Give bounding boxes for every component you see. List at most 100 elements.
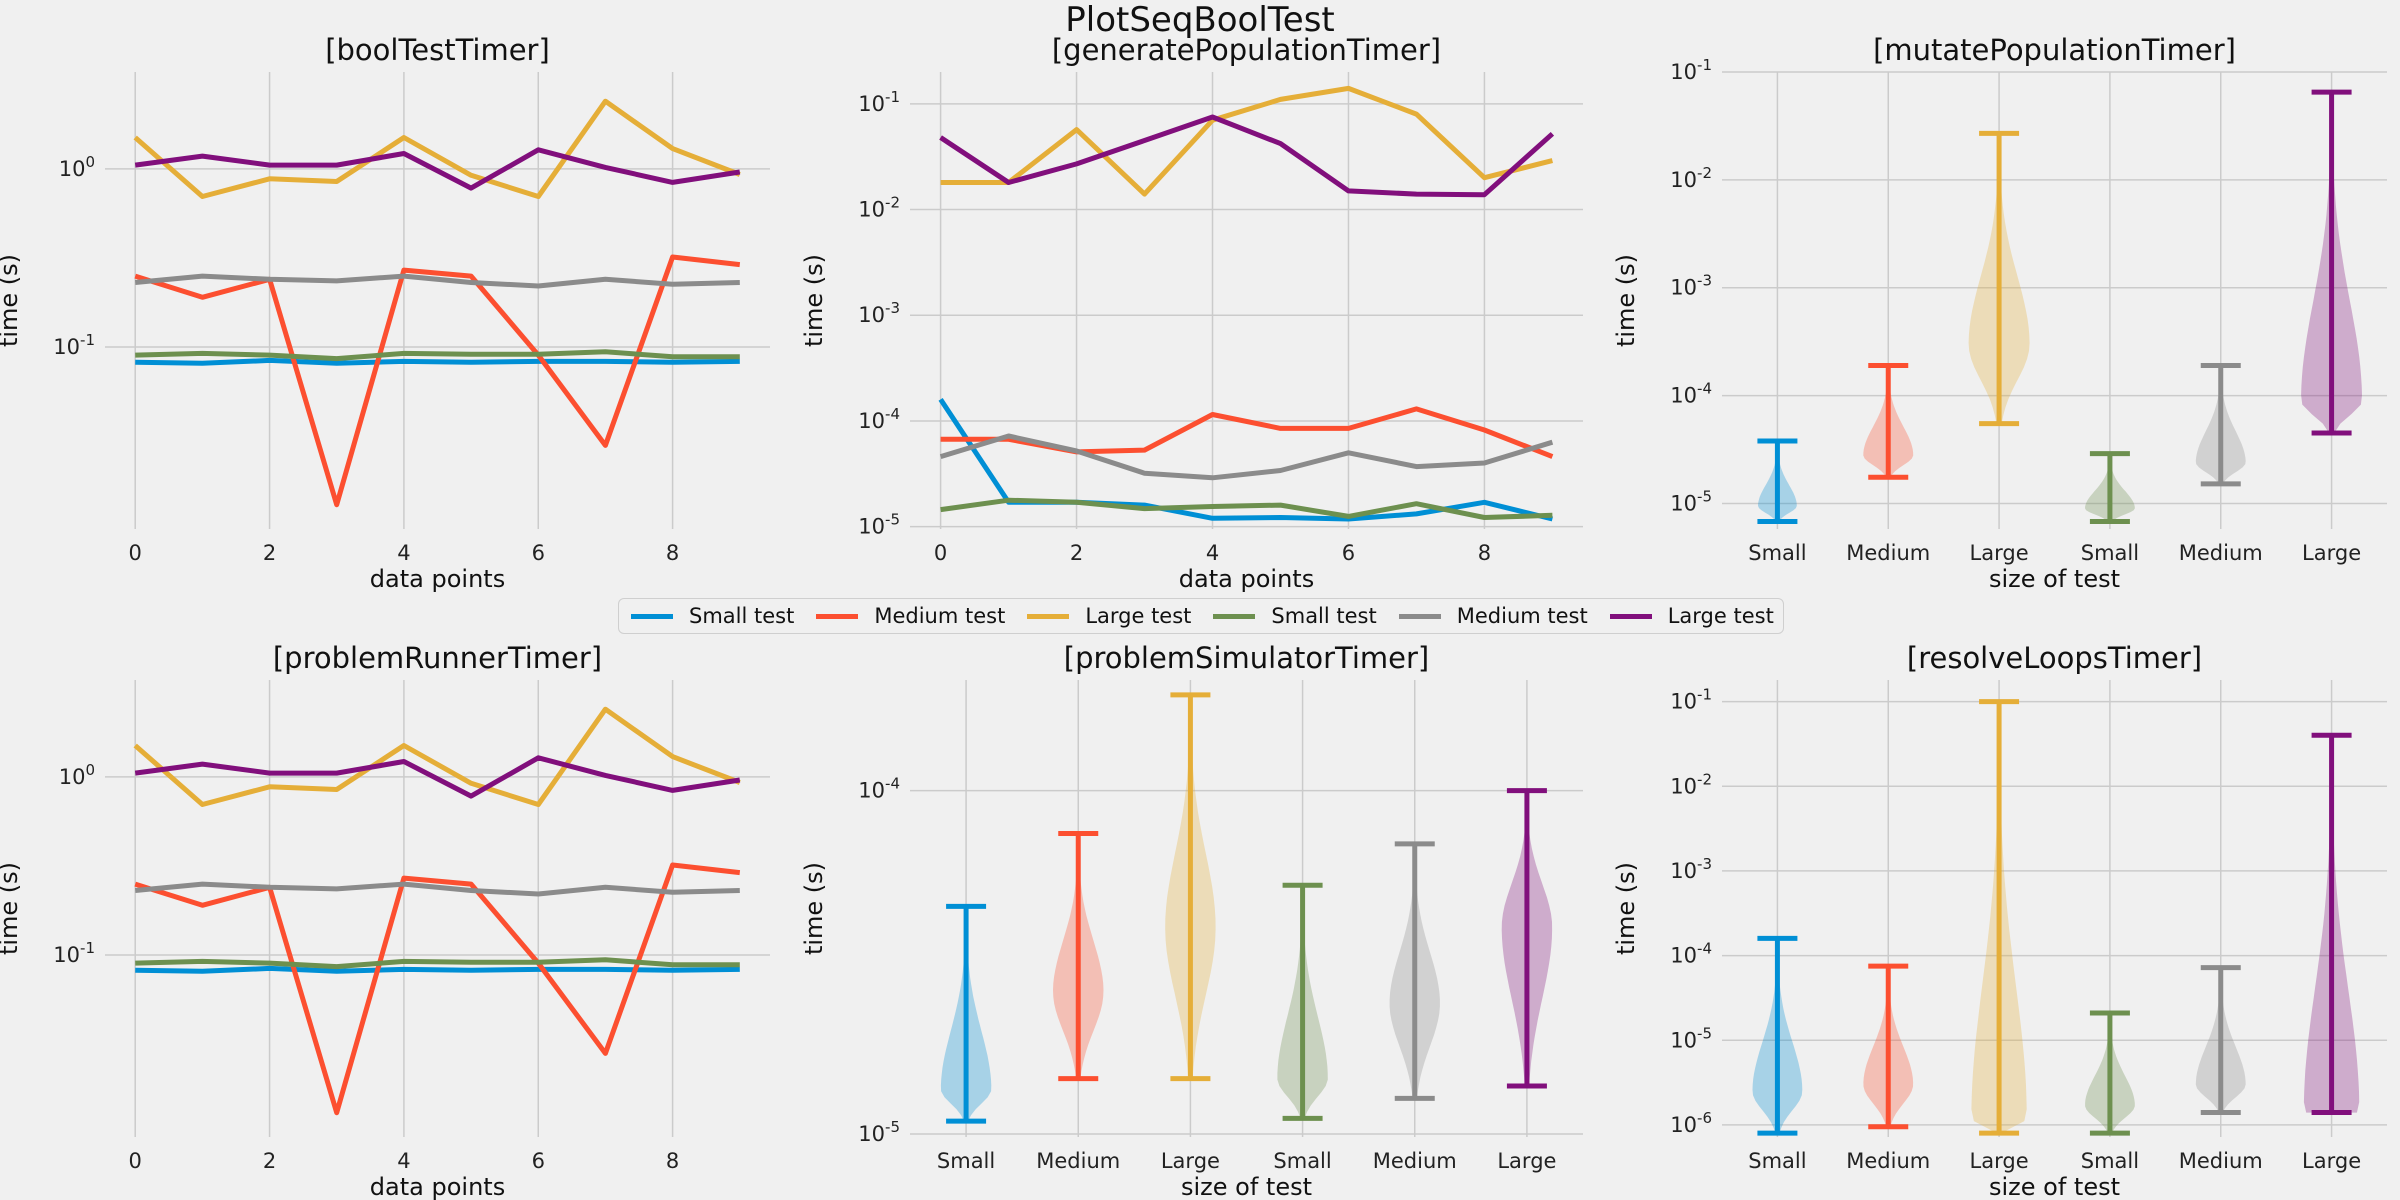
y-tick-label: 100 [59,761,95,789]
y-tick-label: 10-6 [1670,1109,1712,1137]
x-tick-label: Small [2081,541,2139,565]
y-tick-label: 10-3 [1670,272,1712,300]
legend-entry: Medium test [816,604,1005,628]
series-line [939,114,1555,198]
y-tick-label: 10-1 [1670,686,1712,714]
x-tick-label: 4 [1206,541,1219,565]
legend-entry: Small test [1213,604,1377,628]
series-line [133,98,741,199]
x-tick-label: Medium [2179,1149,2263,1173]
x-tick-label: Large [2302,1149,2361,1173]
legend-label: Medium test [874,604,1006,628]
y-axis-label: time (s) [800,862,828,955]
y-tick-label: 10-4 [858,405,900,433]
x-tick-label: Small [2081,1149,2139,1173]
series-line [940,85,1554,197]
x-tick-label: 6 [532,1149,545,1173]
chart-title: [generatePopulationTimer] [1052,33,1441,67]
x-axis-label: data points [1179,565,1314,593]
x-tick-label: Large [2302,541,2361,565]
chart-resolveLoopsTimer: 10-6 10-5 10-4 10-3 10-2 10-1 Small Medium Large… [1612,641,2387,1200]
chart-mutatePopulationTimer: 10-5 10-4 10-3 10-2 10-1 Small Medium Large Smal… [1612,33,2387,593]
y-tick-label: 10-3 [858,299,900,327]
chart-problemSimulatorTimer: 10-5 10-4 Small Medium Large Small Medium Large… [800,641,1583,1200]
y-tick-label: 10-4 [1670,940,1712,968]
x-tick-label: 0 [129,1149,142,1173]
series-line [940,406,1554,459]
legend-label: Large test [1085,604,1192,628]
x-tick-label: Large [1970,541,2029,565]
y-tick-label: 10-5 [858,1118,900,1146]
y-axis-label: time (s) [800,254,828,347]
series-line [135,357,740,366]
x-tick-label: 2 [263,541,276,565]
x-tick-label: 4 [397,1149,410,1173]
legend-swatch [1213,613,1256,619]
series-line [135,349,740,362]
legend-swatch [1027,613,1070,619]
x-axis-label: size of test [1989,1173,2120,1200]
series-line [135,957,740,970]
legend-entry: Small test [631,604,794,628]
x-tick-label: Small [1748,541,1806,565]
legend-swatch [1398,613,1441,619]
chart-boolTestTimer: 10-1 100 0 2 4 6 8 data points time (s) [boolTest… [0,33,770,593]
x-tick-label: Small [1748,1149,1806,1173]
y-tick-label: 10-1 [1670,56,1712,84]
chart-title: [mutatePopulationTimer] [1873,33,2236,67]
x-tick-label: 8 [1478,541,1491,565]
legend-label: Medium test [1456,604,1588,628]
y-tick-label: 100 [59,153,95,181]
x-tick-label: Small [937,1149,995,1173]
legend-entry: Large test [1027,604,1191,628]
x-tick-label: Small [1273,1149,1331,1173]
y-tick-label: 10-2 [858,194,900,222]
x-tick-label: 6 [1342,541,1355,565]
x-tick-label: Large [1161,1149,1220,1173]
x-tick-label: Medium [1373,1149,1457,1173]
x-tick-label: Large [1970,1149,2029,1173]
legend-entry: Large test [1609,604,1774,628]
x-tick-label: 0 [129,541,142,565]
x-axis-label: data points [370,1173,505,1200]
series-line [134,862,741,1116]
series-line [133,706,741,807]
y-tick-label: 10-5 [858,511,900,539]
x-tick-label: Medium [1846,541,1930,565]
chart-title: [boolTestTimer] [325,33,550,67]
y-axis-label: time (s) [1612,254,1640,347]
chart-title: [problemRunnerTimer] [273,641,602,675]
legend-label: Small test [689,604,795,628]
y-tick-label: 10-2 [1670,770,1712,798]
x-tick-label: 2 [263,1149,276,1173]
legend-entry: Medium test [1398,604,1588,628]
x-tick-label: Large [1497,1149,1556,1173]
y-tick-label: 10-4 [858,775,900,803]
chart-problemRunnerTimer: 10-1 100 0 2 4 6 8 data points time (s) [problemR… [0,641,770,1200]
y-tick-label: 10-5 [1670,487,1712,515]
y-axis-label: time (s) [0,254,23,347]
legend-swatch [816,613,859,619]
y-tick-label: 10-1 [53,939,95,967]
y-axis-label: time (s) [0,862,23,955]
y-tick-label: 10-2 [1670,164,1712,192]
legend-swatch [631,613,673,619]
x-tick-label: Medium [1846,1149,1930,1173]
x-tick-label: 2 [1070,541,1083,565]
x-axis-label: size of test [1181,1173,1312,1200]
x-tick-label: 8 [666,1149,679,1173]
series-line [134,147,741,191]
x-tick-label: 8 [666,541,679,565]
series-line [135,965,740,974]
chart-title: [problemSimulatorTimer] [1064,641,1429,675]
series-line [134,254,741,508]
legend-label: Large test [1667,604,1774,628]
x-tick-label: Medium [2179,541,2263,565]
series-line [134,273,740,289]
figure-title: PlotSeqBoolTest [1065,0,1335,40]
y-tick-label: 10-3 [1670,855,1712,883]
legend-label: Small test [1271,604,1377,628]
x-axis-label: data points [370,565,505,593]
chart-title: [resolveLoopsTimer] [1907,641,2202,675]
